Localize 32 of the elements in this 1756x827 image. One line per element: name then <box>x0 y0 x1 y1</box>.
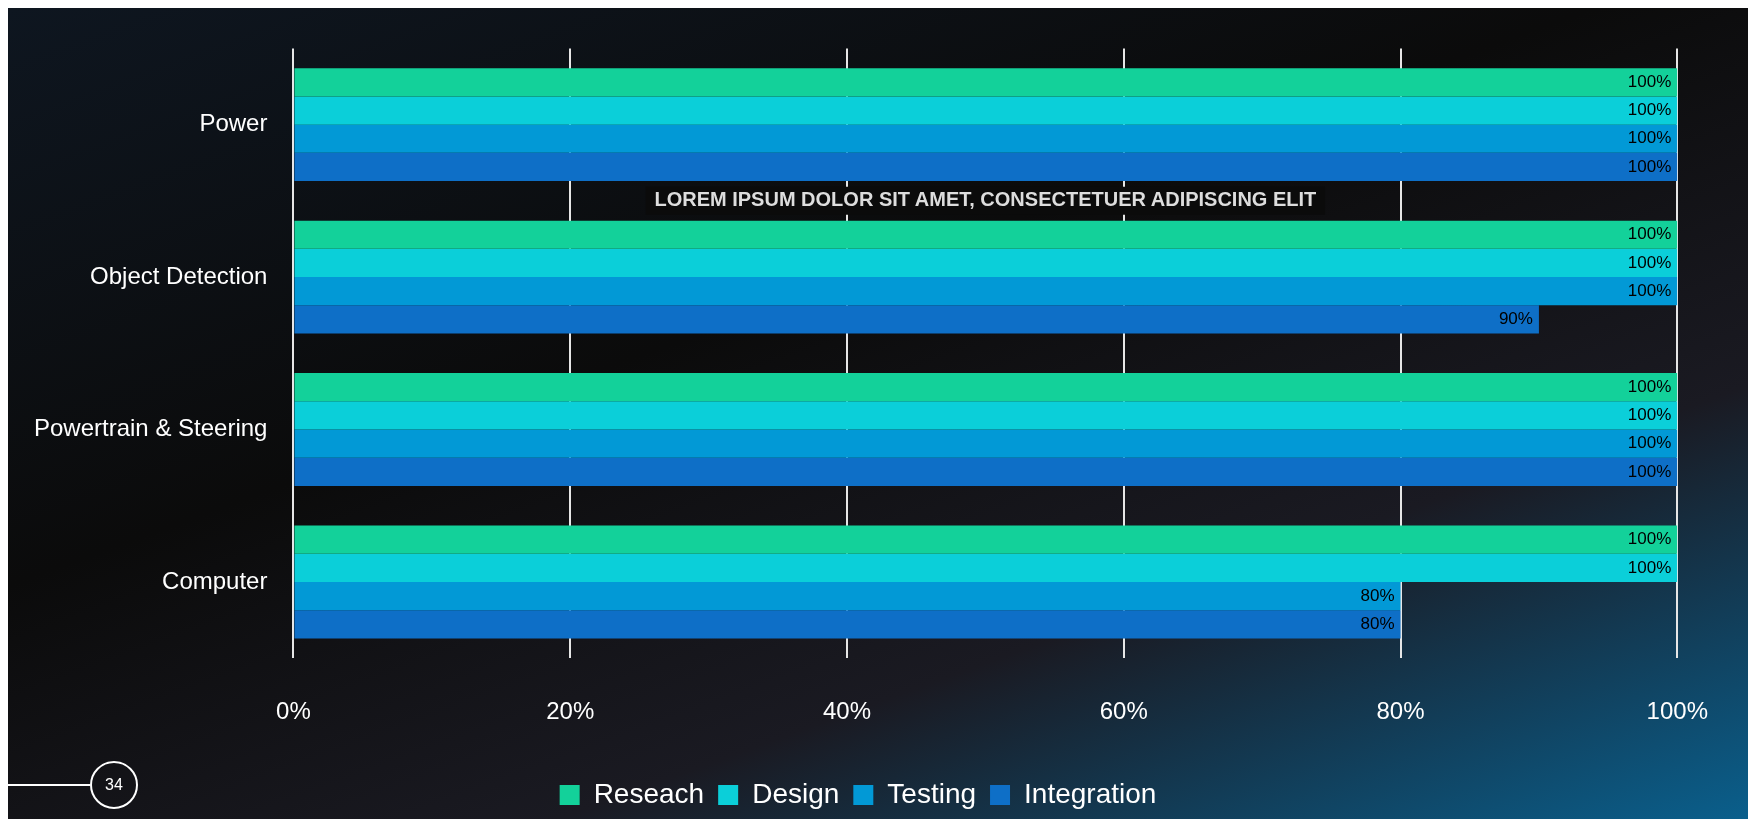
data-label: 100% <box>1627 433 1672 453</box>
data-label: 100% <box>1627 252 1672 272</box>
circle-badge: 34 <box>90 761 138 809</box>
data-label: 100% <box>1627 461 1672 481</box>
y-tick-label: Computer <box>162 566 268 594</box>
annotation: LOREM IPSUM DOLOR SIT AMET, CONSECTETUER ADIPISCING ELIT <box>654 188 1317 211</box>
data-label: 100% <box>1627 376 1672 396</box>
data-label: 100% <box>1627 224 1672 244</box>
data-label: 100% <box>1627 128 1672 148</box>
data-label: 100% <box>1627 280 1672 300</box>
data-label: 100% <box>1627 557 1672 577</box>
data-label: 100% <box>1627 156 1672 176</box>
x-tick-label: 80% <box>1376 697 1425 725</box>
data-label: 90% <box>1498 309 1533 329</box>
x-tick-label: 0% <box>276 697 311 725</box>
data-label: 80% <box>1360 613 1395 633</box>
legend-label: Testing <box>887 777 977 809</box>
data-label: 100% <box>1627 405 1672 425</box>
legend-label: Integration <box>1024 777 1157 809</box>
y-tick-label: Object Detection <box>90 261 268 289</box>
x-tick-label: 40% <box>822 697 872 725</box>
legend-label: Reseach <box>593 777 705 809</box>
data-label: 100% <box>1627 529 1672 549</box>
y-tick-label: Powertrain & Steering <box>34 414 268 442</box>
x-tick-label: 20% <box>546 697 595 725</box>
data-label: 100% <box>1627 72 1672 92</box>
data-label: 100% <box>1627 100 1672 120</box>
x-tick-label: 100% <box>1646 697 1708 725</box>
legend-label: Design <box>752 777 840 809</box>
y-tick-label: Power <box>199 109 268 137</box>
x-tick-label: 60% <box>1099 697 1148 725</box>
data-label: 80% <box>1360 585 1395 605</box>
